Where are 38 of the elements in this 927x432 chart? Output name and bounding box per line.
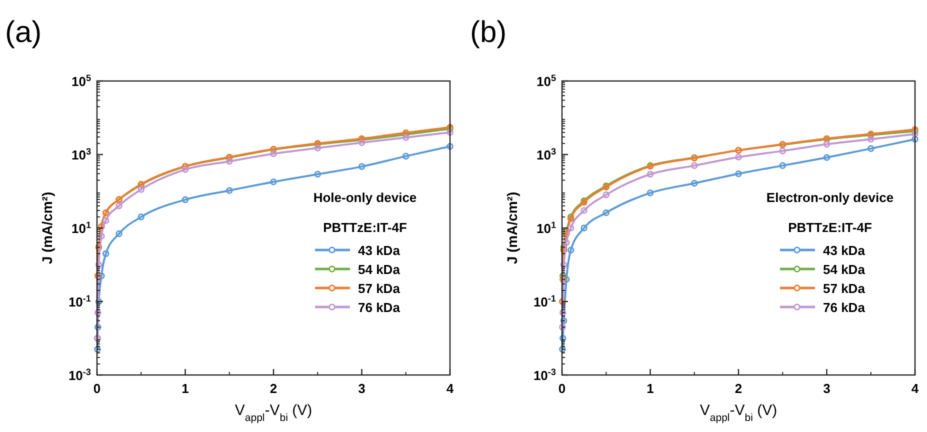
x-tick-label: 0 <box>93 381 101 396</box>
annotation: Hole-only device <box>313 190 417 205</box>
x-axis-title: V$_{appl}$-V$_{bi}$ (V) <box>234 402 312 424</box>
annotation: Electron-only device <box>766 190 894 205</box>
y-tick-label: 10$^{5}$ <box>536 73 556 89</box>
legend-title: PBTTzE:IT-4F <box>323 220 407 235</box>
y-tick-label: 10$^{-3}$ <box>533 367 556 383</box>
chart-title: (a) <box>5 16 42 49</box>
legend-label: 76 kDa <box>358 300 401 315</box>
legend-label: 43 kDa <box>823 243 866 258</box>
x-tick-label: 4 <box>911 381 920 396</box>
x-tick-label: 2 <box>734 381 742 396</box>
chart-title: (b) <box>470 16 507 49</box>
y-tick-label: 10$^{5}$ <box>71 73 91 89</box>
x-tick-label: 3 <box>358 381 366 396</box>
y-tick-label: 10$^{3}$ <box>71 146 91 162</box>
y-tick-label: 10$^{1}$ <box>536 220 556 236</box>
x-tick-label: 1 <box>646 381 654 396</box>
legend-label: 43 kDa <box>358 243 401 258</box>
legend-title: PBTTzE:IT-4F <box>788 220 872 235</box>
legend-label: 76 kDa <box>823 300 866 315</box>
x-tick-label: 0 <box>558 381 566 396</box>
legend-label: 57 kDa <box>823 281 866 296</box>
x-tick-label: 2 <box>270 381 278 396</box>
y-tick-label: 10$^{-3}$ <box>68 367 91 383</box>
x-tick-label: 3 <box>823 381 830 396</box>
x-tick-label: 1 <box>182 381 189 396</box>
y-tick-label: 10$^{1}$ <box>71 220 91 236</box>
x-tick-label: 4 <box>446 381 454 396</box>
y-axis-title: J (mA/cm²) <box>504 192 520 264</box>
y-axis-title: J (mA/cm²) <box>39 192 55 264</box>
legend-label: 54 kDa <box>823 262 866 277</box>
legend-label: 57 kDa <box>358 281 401 296</box>
legend-label: 54 kDa <box>358 262 401 277</box>
y-tick-label: 10$^{3}$ <box>536 146 556 162</box>
y-tick-label: 10$^{-1}$ <box>68 294 91 310</box>
x-axis-title: V$_{appl}$-V$_{bi}$ (V) <box>700 402 778 424</box>
y-tick-label: 10$^{-1}$ <box>533 294 556 310</box>
